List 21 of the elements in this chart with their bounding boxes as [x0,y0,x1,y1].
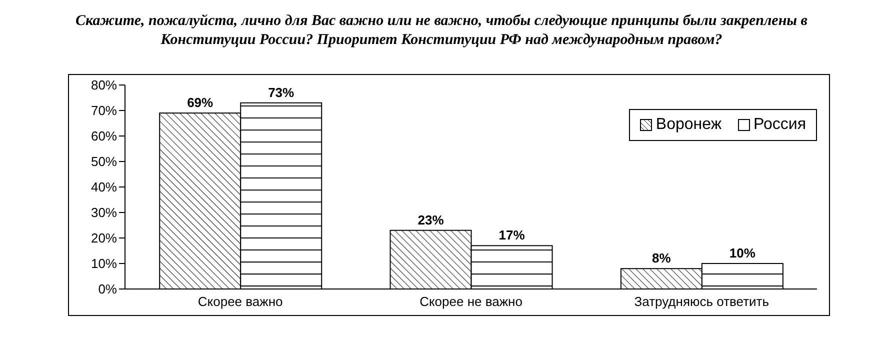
y-tick-label: 50% [90,154,118,170]
y-tick-label: 60% [90,128,118,144]
x-tick-label: Скорее важно [198,294,283,310]
y-tick-label: 40% [90,180,118,195]
x-tick-label: Затрудняюсь ответить [634,294,770,310]
data-label: 17% [498,228,526,243]
y-tick-label: 30% [90,205,118,220]
y-tick-label: 80% [90,78,118,93]
y-tick-label: 20% [90,230,118,246]
x-tick-label: Скорее не важно [420,294,522,310]
data-label: 8% [652,250,672,266]
legend-label: Воронеж [656,116,722,134]
y-tick-label: 0% [98,282,118,297]
data-label: 23% [418,212,444,228]
y-tick-label: 70% [90,103,118,118]
data-label: 69% [187,95,214,110]
chart-title: Скажите, пожалуйста, лично для Вас важно или не важно, чтобы следующие принципы были закреплены в Конституции России? Приоритет Конституции РФ над международным правом? [74,12,809,50]
data-label: 10% [729,246,756,260]
y-tick-label: 10% [90,256,118,272]
data-label: 73% [268,84,295,100]
legend-label: Россия [754,116,806,134]
